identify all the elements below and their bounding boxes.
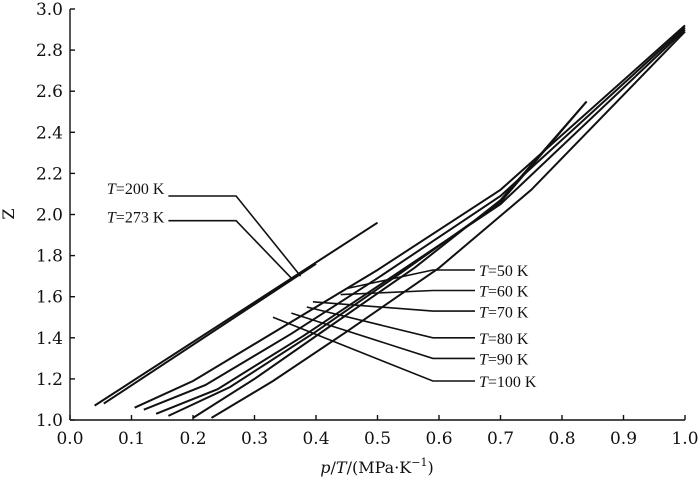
annotation-leader: [306, 306, 475, 339]
x-axis-title-unit: /(MPa·K: [347, 458, 413, 477]
y-tick-label: 3.0: [36, 0, 63, 20]
series-line-4: [155, 28, 686, 415]
annotation-label: T=70 K: [479, 304, 529, 321]
annotation-var: T: [479, 304, 489, 321]
annotation-leader: [168, 195, 302, 277]
x-tick-label: 0.2: [179, 429, 206, 449]
annotation-value: =60 K: [488, 284, 529, 301]
annotation-leader: [312, 301, 475, 312]
y-axis-ticks: 1.0 1.2 1.4 1.6 1.8 2.0 2.2 2.4 2.6 2.8 3.0: [36, 0, 75, 431]
x-axis-title: p/T/(MPa·K−1): [320, 456, 433, 477]
x-axis-title-exponent: −1: [411, 456, 427, 469]
x-axis-title-sep: /: [331, 458, 337, 477]
annotation-var: T: [479, 263, 489, 280]
annotation-var: T: [479, 374, 489, 391]
annotation-var: T: [479, 352, 489, 369]
x-tick-label: 0.3: [241, 429, 268, 449]
y-tick-label: 1.0: [36, 411, 63, 431]
x-axis-title-var-t: T: [336, 458, 348, 477]
series-line-1: [103, 262, 317, 405]
x-tick-label: 0.9: [610, 429, 637, 449]
y-tick-label: 1.2: [36, 370, 63, 390]
annotation-value: =90 K: [488, 352, 529, 369]
x-axis-title-var-p: p: [320, 458, 330, 477]
x-tick-label: 0.6: [425, 429, 452, 449]
x-tick-label: 0.0: [56, 429, 83, 449]
x-axis-title-close: ): [427, 458, 433, 477]
x-tick-label: 0.8: [548, 429, 575, 449]
annotation-var: T: [479, 284, 489, 301]
annotations: T=200 KT=273 KT=50 KT=60 KT=70 KT=80 KT=…: [107, 181, 537, 391]
series-line-3: [143, 26, 686, 411]
annotation-value: =273 K: [116, 210, 165, 227]
annotation-value: =70 K: [488, 304, 529, 321]
annotation-var: T: [107, 210, 117, 227]
annotation-leader: [291, 312, 475, 360]
y-tick-label: 2.0: [36, 206, 63, 226]
x-tick-label: 0.5: [364, 429, 391, 449]
annotation-value: =80 K: [488, 331, 529, 348]
y-tick-label: 1.6: [36, 288, 63, 308]
annotation-leader: [168, 219, 292, 279]
y-tick-label: 1.8: [36, 247, 63, 267]
annotation-label: T=80 K: [479, 331, 529, 348]
series-line-0: [94, 221, 379, 407]
annotation-label: T=60 K: [479, 284, 529, 301]
x-tick-label: 1.0: [671, 429, 698, 449]
annotation-label: T=273 K: [107, 210, 165, 227]
series-lines: [94, 24, 686, 419]
annotation-leader: [272, 316, 475, 382]
annotation-value: =50 K: [488, 263, 529, 280]
y-axis-title: Z: [0, 208, 18, 219]
series-line-2: [134, 24, 686, 409]
y-tick-label: 2.2: [36, 164, 63, 184]
annotation-leader: [340, 289, 475, 296]
y-tick-label: 1.4: [36, 329, 63, 349]
series-line-5: [167, 100, 588, 417]
series-line-6: [192, 100, 588, 419]
x-tick-label: 0.7: [487, 429, 514, 449]
annotation-label: T=100 K: [479, 374, 537, 391]
annotation-label: T=200 K: [107, 181, 165, 198]
x-tick-label: 0.1: [118, 429, 145, 449]
annotation-label: T=90 K: [479, 352, 529, 369]
y-tick-label: 2.4: [36, 123, 63, 143]
annotation-label: T=50 K: [479, 263, 529, 280]
x-axis-ticks: 0.0 0.1 0.2 0.3 0.4 0.5 0.6 0.7 0.8 0.9 1.0: [56, 415, 699, 449]
annotation-leader: [346, 269, 475, 290]
y-tick-label: 2.8: [36, 41, 63, 61]
annotation-value: =100 K: [488, 374, 537, 391]
x-tick-label: 0.4: [302, 429, 329, 449]
annotation-var: T: [479, 331, 489, 348]
annotation-var: T: [107, 181, 117, 198]
series-line-7: [210, 30, 686, 419]
y-tick-label: 2.6: [36, 82, 63, 102]
annotation-value: =200 K: [116, 181, 165, 198]
